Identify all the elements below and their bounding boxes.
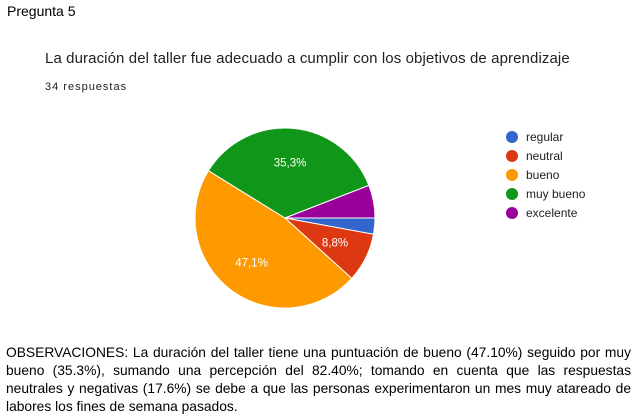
slice-label-muy-bueno: 35,3%: [274, 157, 307, 169]
pie-chart: 8,8% 47,1% 35,3%: [194, 127, 376, 309]
legend-swatch: [506, 168, 518, 181]
legend-swatch: [506, 149, 518, 162]
legend-item-neutral: neutral: [506, 146, 585, 165]
slice-label-bueno: 47,1%: [235, 258, 268, 270]
chart-legend: regular neutral bueno muy bueno excelente: [506, 127, 585, 222]
legend-item-excelente: excelente: [506, 203, 585, 222]
legend-label: regular: [526, 129, 564, 144]
legend-swatch: [506, 206, 518, 219]
chart-title: La duración del taller fue adecuado a cu…: [45, 50, 570, 67]
pie-slice-excelente: [284, 184, 376, 219]
question-heading: Pregunta 5: [7, 3, 76, 19]
legend-label: neutral: [526, 148, 563, 163]
legend-item-bueno: bueno: [506, 165, 585, 184]
observations-text: OBSERVACIONES: La duración del taller ti…: [6, 345, 631, 414]
legend-label: excelente: [526, 205, 578, 220]
legend-item-muy-bueno: muy bueno: [506, 184, 585, 203]
pie-slice-muy-bueno: [207, 127, 370, 219]
legend-swatch: [506, 130, 518, 143]
pie-slice-bueno: [194, 170, 353, 309]
legend-swatch: [506, 187, 518, 200]
legend-item-regular: regular: [506, 127, 585, 146]
legend-label: bueno: [526, 167, 560, 182]
response-count: 34 respuestas: [45, 81, 128, 93]
slice-label-neutral: 8,8%: [322, 238, 348, 250]
legend-label: muy bueno: [526, 186, 586, 201]
